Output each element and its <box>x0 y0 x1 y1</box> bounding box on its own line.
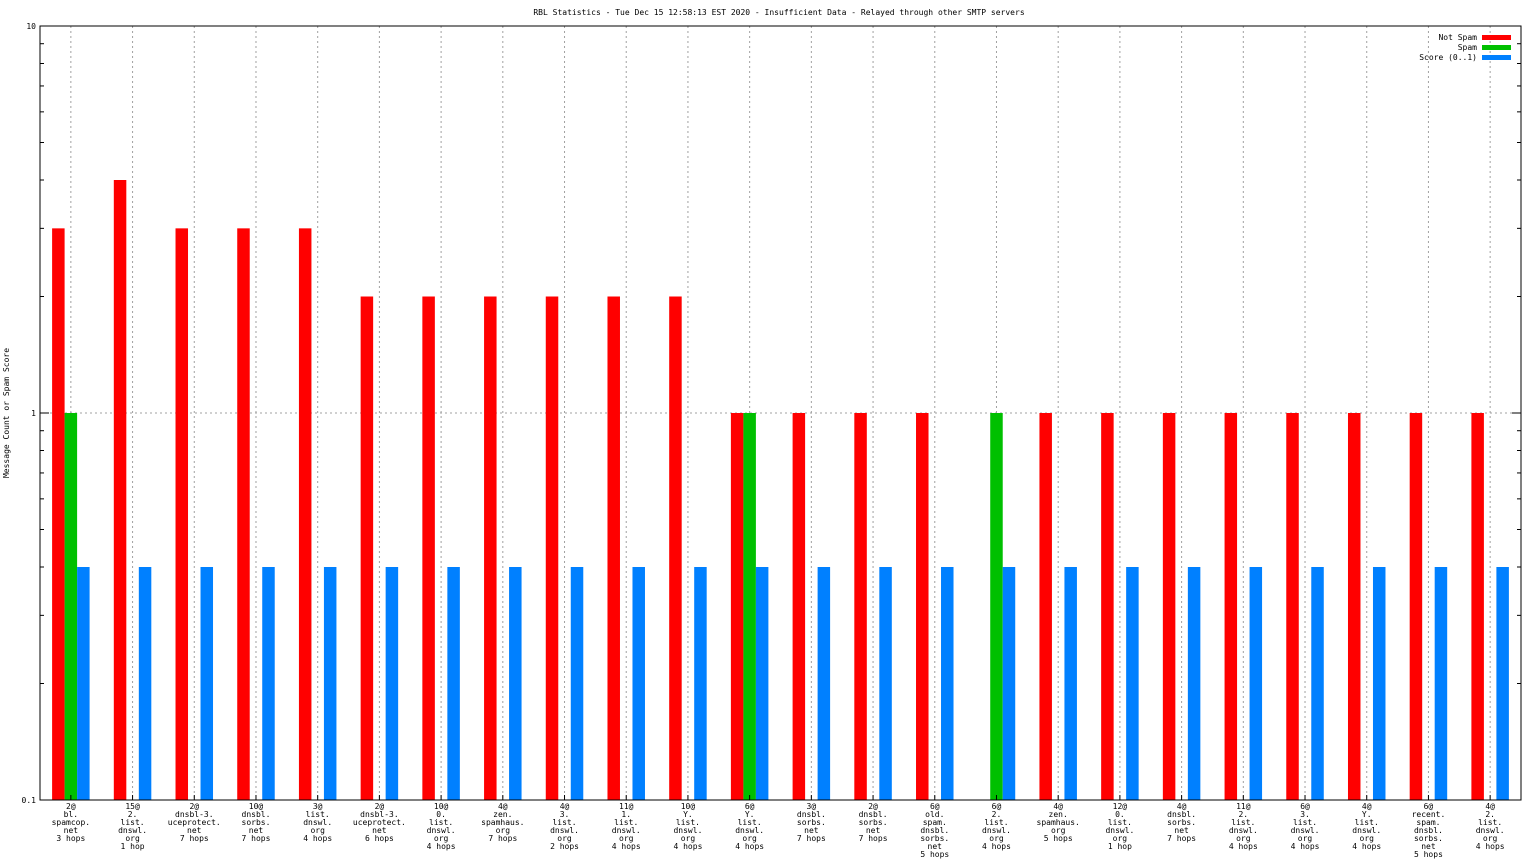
x-tick-label: 6@ Y. list. dnswl. org 4 hops <box>735 802 764 851</box>
bar-score-0-1 <box>323 567 337 800</box>
bar-score-0-1 <box>138 567 152 800</box>
plot-border <box>39 25 1522 801</box>
bar-score-0-1 <box>817 567 831 800</box>
x-tick-label: 4@ dnsbl. sorbs. net 7 hops <box>1167 802 1196 843</box>
bar-score-0-1 <box>1249 567 1263 800</box>
x-tick-label: 4@ 3. list. dnswl. org 2 hops <box>550 802 579 851</box>
bar-score-0-1 <box>385 567 399 800</box>
y-tick-label: 10 <box>26 22 36 31</box>
bar-not-spam <box>1224 413 1238 800</box>
x-tick-label: 4@ zen. spamhaus. org 5 hops <box>1037 802 1080 843</box>
x-tick-label: 3@ dnsbl. sorbs. net 7 hops <box>797 802 826 843</box>
bar-not-spam <box>422 296 435 800</box>
bar-score-0-1 <box>1064 567 1077 800</box>
chart-title: RBL Statistics - Tue Dec 15 12:58:13 EST… <box>533 8 1024 17</box>
bar-not-spam <box>1162 413 1176 800</box>
bar-not-spam <box>1286 413 1299 800</box>
y-tick-label: 0.1 <box>22 796 37 805</box>
legend-swatch <box>1482 35 1511 40</box>
bar-spam <box>990 413 1003 800</box>
x-tick-label: 12@ 0. list. dnswl. org 1 hop <box>1105 802 1134 851</box>
bar-score-0-1 <box>447 567 460 800</box>
x-tick-label: 2@ dnsbl-3. uceprotect. net 7 hops <box>168 802 221 843</box>
x-tick-label: 6@ old. spam. dnsbl. sorbs. net 5 hops <box>920 802 949 859</box>
y-tick-label: 1 <box>31 409 36 418</box>
bar-score-0-1 <box>632 567 645 800</box>
bar-score-0-1 <box>1434 567 1448 800</box>
bar-not-spam <box>113 180 127 800</box>
x-tick-label: 11@ 2. list. dnswl. org 4 hops <box>1229 802 1258 851</box>
bar-score-0-1 <box>755 567 769 800</box>
bar-not-spam <box>545 296 559 800</box>
bar-not-spam <box>1471 413 1484 800</box>
legend-label: Spam <box>1458 43 1477 52</box>
bar-not-spam <box>854 413 867 800</box>
x-tick-label: 10@ 0. list. dnswl. org 4 hops <box>427 802 456 851</box>
bar-score-0-1 <box>879 567 892 800</box>
bar-score-0-1 <box>1187 567 1201 800</box>
x-tick-label: 4@ 2. list. dnswl. org 4 hops <box>1476 802 1505 851</box>
x-tick-label: 11@ 1. list. dnswl. org 4 hops <box>612 802 641 851</box>
bar-not-spam <box>607 296 620 800</box>
bar-score-0-1 <box>570 567 584 800</box>
bar-not-spam <box>237 228 250 801</box>
bar-spam <box>743 413 756 800</box>
bar-spam <box>64 413 78 800</box>
bar-not-spam <box>484 296 497 800</box>
x-tick-label: 6@ recent. spam. dnsbl. sorbs. net 5 hops <box>1412 802 1446 859</box>
bar-score-0-1 <box>1126 567 1139 800</box>
x-tick-label: 2@ dnsbl-3. uceprotect. net 6 hops <box>353 802 406 843</box>
bar-not-spam <box>669 296 682 800</box>
bar-not-spam <box>792 413 806 800</box>
x-tick-label: 3@ list. dnswl. org 4 hops <box>303 802 332 843</box>
x-tick-label: 10@ dnsbl. sorbs. net 7 hops <box>242 802 271 843</box>
bar-not-spam <box>1039 413 1052 800</box>
x-tick-label: 4@ zen. spamhaus. org 7 hops <box>481 802 524 843</box>
x-tick-label: 2@ bl. spamcop. net 3 hops <box>52 802 91 843</box>
x-tick-label: 15@ 2. list. dnswl. org 1 hop <box>118 802 147 851</box>
bar-score-0-1 <box>1372 567 1386 800</box>
bar-score-0-1 <box>1002 567 1016 800</box>
bar-not-spam <box>1347 413 1361 800</box>
bar-score-0-1 <box>509 567 522 800</box>
y-axis-label: Message Count or Spam Score <box>2 348 11 478</box>
bar-not-spam <box>175 228 189 801</box>
x-tick-label: 6@ 3. list. dnswl. org 4 hops <box>1291 802 1320 851</box>
legend-swatch <box>1482 55 1511 60</box>
bar-not-spam <box>1409 413 1423 800</box>
bar-score-0-1 <box>694 567 707 800</box>
bar-not-spam <box>298 228 312 801</box>
legend-label: Score (0..1) <box>1419 53 1477 62</box>
legend-label: Not Spam <box>1438 33 1477 42</box>
bar-not-spam <box>916 413 929 800</box>
bar-score-0-1 <box>1311 567 1324 800</box>
bar-not-spam <box>360 296 374 800</box>
bar-score-0-1 <box>1496 567 1509 800</box>
legend-swatch <box>1482 45 1511 50</box>
bar-not-spam <box>52 228 65 801</box>
x-tick-label: 6@ 2. list. dnswl. org 4 hops <box>982 802 1011 851</box>
bar-not-spam <box>730 413 744 800</box>
x-tick-label: 2@ dnsbl. sorbs. net 7 hops <box>859 802 888 843</box>
x-tick-label: 4@ Y. list. dnswl. org 4 hops <box>1352 802 1381 851</box>
bar-not-spam <box>1101 413 1114 800</box>
bar-score-0-1 <box>200 567 214 800</box>
bar-score-0-1 <box>941 567 954 800</box>
x-tick-label: 10@ Y. list. dnswl. org 4 hops <box>673 802 702 851</box>
bar-score-0-1 <box>77 567 90 800</box>
bar-score-0-1 <box>262 567 275 800</box>
